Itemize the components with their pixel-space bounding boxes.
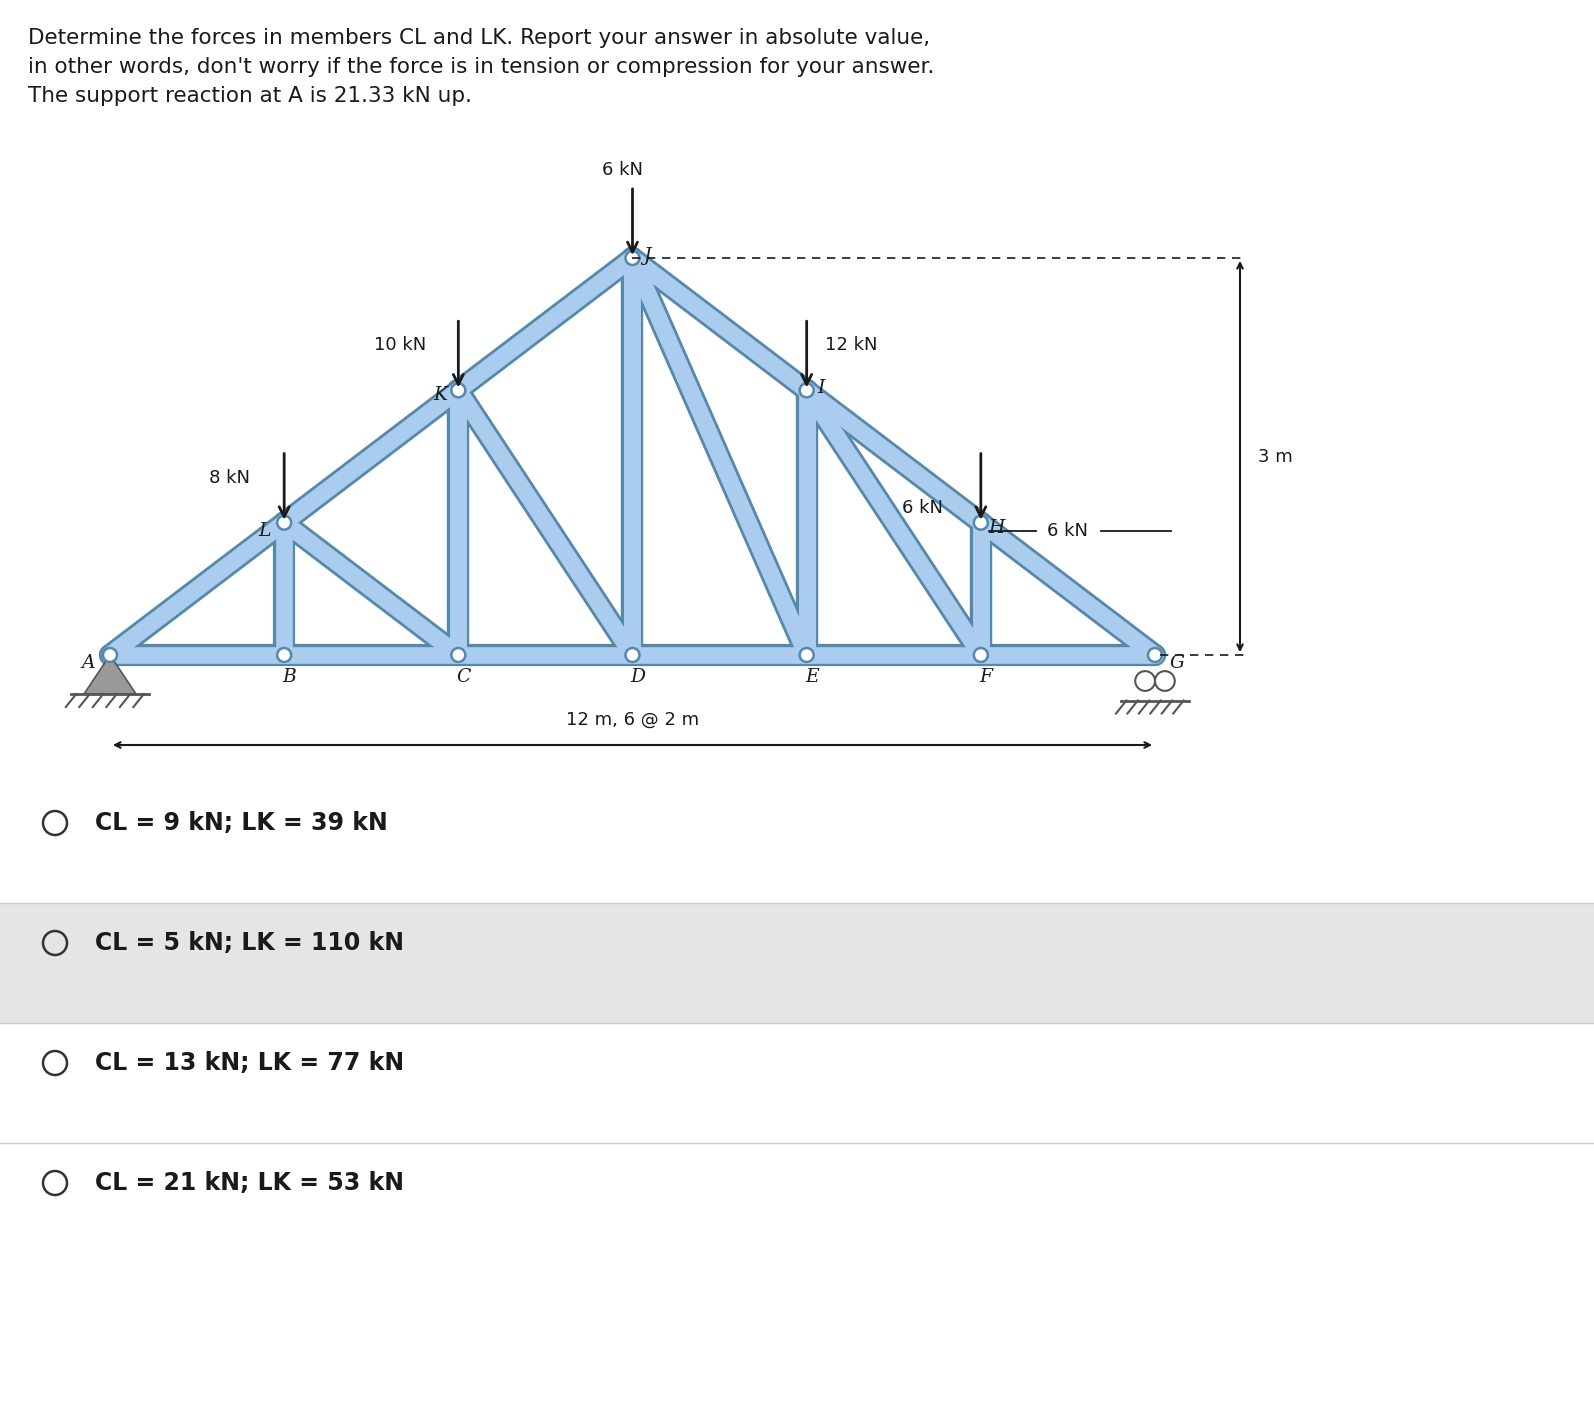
Text: I: I	[818, 380, 824, 397]
Text: CL = 21 kN; LK = 53 kN: CL = 21 kN; LK = 53 kN	[96, 1171, 403, 1195]
Text: K: K	[434, 387, 448, 404]
Text: G: G	[1170, 654, 1184, 672]
Circle shape	[451, 648, 465, 662]
Circle shape	[974, 648, 988, 662]
Circle shape	[1156, 671, 1175, 690]
Text: J: J	[642, 247, 650, 265]
Text: 6 kN: 6 kN	[603, 161, 642, 179]
Text: 12 m, 6 @ 2 m: 12 m, 6 @ 2 m	[566, 712, 700, 729]
Circle shape	[1135, 671, 1156, 690]
Text: 10 kN: 10 kN	[375, 336, 427, 354]
Circle shape	[1148, 648, 1162, 662]
Text: CL = 5 kN; LK = 110 kN: CL = 5 kN; LK = 110 kN	[96, 931, 403, 955]
Circle shape	[800, 648, 813, 662]
Circle shape	[451, 383, 465, 397]
Circle shape	[800, 383, 813, 397]
FancyBboxPatch shape	[0, 904, 1594, 1024]
Text: H: H	[988, 518, 1006, 537]
Circle shape	[625, 648, 639, 662]
Circle shape	[625, 251, 639, 265]
Circle shape	[277, 515, 292, 530]
Circle shape	[277, 648, 292, 662]
Text: CL = 13 kN; LK = 77 kN: CL = 13 kN; LK = 77 kN	[96, 1051, 405, 1075]
Text: F: F	[979, 668, 993, 686]
Text: D: D	[630, 668, 646, 686]
Text: 8 kN: 8 kN	[209, 469, 250, 487]
Circle shape	[104, 648, 116, 662]
Text: 3 m: 3 m	[1258, 448, 1293, 466]
Text: A: A	[81, 654, 94, 672]
Text: 12 kN: 12 kN	[826, 336, 878, 354]
Circle shape	[974, 515, 988, 530]
Text: CL = 9 kN; LK = 39 kN: CL = 9 kN; LK = 39 kN	[96, 810, 387, 834]
Text: 6 kN: 6 kN	[1047, 521, 1089, 539]
Text: C: C	[456, 668, 470, 686]
Text: E: E	[805, 668, 819, 686]
Polygon shape	[84, 655, 135, 695]
Text: B: B	[282, 668, 296, 686]
Text: Determine the forces in members CL and LK. Report your answer in absolute value,: Determine the forces in members CL and L…	[29, 28, 934, 106]
Text: 6 kN: 6 kN	[902, 498, 944, 517]
Text: L: L	[258, 521, 271, 539]
